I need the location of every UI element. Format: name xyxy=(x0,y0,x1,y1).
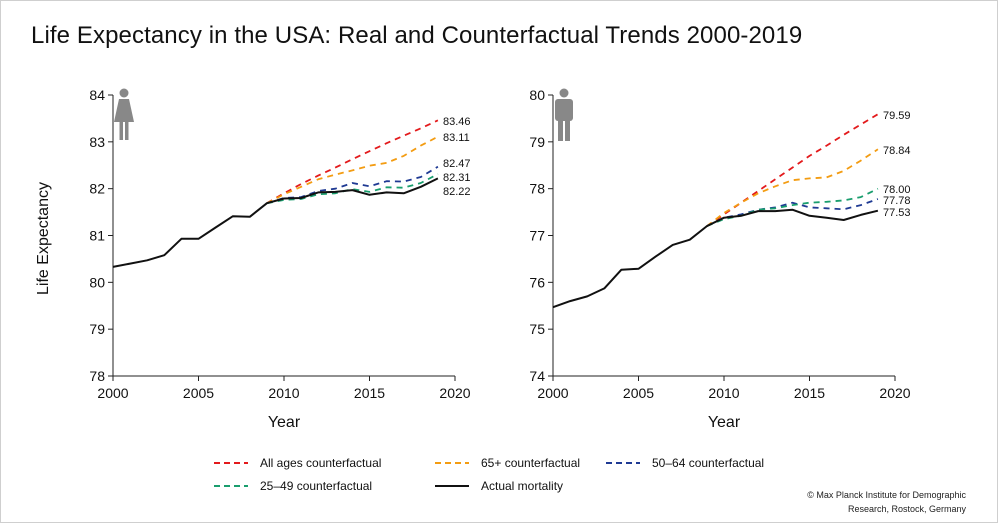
y-tick-label: 82 xyxy=(89,181,105,197)
y-tick-label: 74 xyxy=(529,368,545,384)
female-icon xyxy=(114,88,134,140)
end-label-age50_64: 77.78 xyxy=(883,195,911,207)
x-tick-label: 2000 xyxy=(537,385,568,401)
end-label-actual: 82.22 xyxy=(443,186,471,198)
icon-head xyxy=(559,88,569,98)
x-tick-label: 2020 xyxy=(879,385,910,401)
x-tick-label: 2000 xyxy=(97,385,128,401)
icon-torso xyxy=(555,99,573,121)
y-tick-label: 83 xyxy=(89,134,105,150)
series-line-age65plus xyxy=(266,135,439,204)
series-line-actual xyxy=(552,208,879,309)
icon-leg xyxy=(565,119,570,141)
x-tick-label: 2015 xyxy=(354,385,385,401)
male-icon xyxy=(555,88,573,141)
y-tick-label: 75 xyxy=(529,321,545,337)
y-tick-label: 77 xyxy=(529,228,545,244)
x-axis-title: Year xyxy=(708,414,741,431)
credit-text: © Max Planck Institute for Demographic R… xyxy=(766,488,966,516)
icon-dress xyxy=(114,99,134,122)
x-tick-label: 2010 xyxy=(268,385,299,401)
icon-leg xyxy=(119,122,123,140)
series-line-age65plus xyxy=(706,148,879,227)
end-label-age50_64: 82.47 xyxy=(443,158,471,170)
icon-leg xyxy=(125,122,129,140)
end-label-all_ages: 79.59 xyxy=(883,110,911,122)
credit-line-1: © Max Planck Institute for Demographic xyxy=(807,490,966,500)
end-label-actual: 77.53 xyxy=(883,207,911,219)
series-line-actual xyxy=(112,177,439,268)
x-tick-label: 2005 xyxy=(623,385,654,401)
y-tick-label: 80 xyxy=(89,274,105,290)
x-tick-label: 2015 xyxy=(794,385,825,401)
y-tick-label: 76 xyxy=(529,274,545,290)
series-line-age25_49 xyxy=(266,173,439,205)
panel-male: 74 75 76 77 78 79 80 2000 2005 2010 2015 2020 Year 77… xyxy=(529,87,910,431)
end-label-age25_49: 82.31 xyxy=(443,172,471,184)
credit-line-2: Research, Rostock, Germany xyxy=(847,504,966,514)
chart-title: Life Expectancy in the USA: Real and Cou… xyxy=(31,22,803,49)
y-axis-title: Life Expectancy xyxy=(35,182,52,295)
y-tick-label: 79 xyxy=(89,321,105,337)
y-tick-label: 79 xyxy=(529,134,545,150)
series-line-age25_49 xyxy=(706,187,879,227)
icon-leg xyxy=(558,119,563,141)
series-line-all_ages xyxy=(266,119,439,204)
series-line-age50_64 xyxy=(706,198,879,227)
x-tick-label: 2005 xyxy=(183,385,214,401)
x-tick-label: 2010 xyxy=(708,385,739,401)
end-label-all_ages: 83.46 xyxy=(443,116,471,128)
end-label-age65plus: 78.84 xyxy=(883,145,911,157)
y-tick-label: 78 xyxy=(89,368,105,384)
y-tick-label: 78 xyxy=(529,181,545,197)
y-tick-label: 80 xyxy=(529,87,545,103)
x-axis-title: Year xyxy=(268,414,301,431)
end-label-age65plus: 83.11 xyxy=(443,132,470,144)
panel-female: 78 79 80 81 82 83 84 2000 2005 2010 2015 2020 Year Li… xyxy=(35,87,471,431)
x-tick-label: 2020 xyxy=(439,385,470,401)
series-line-age50_64 xyxy=(266,165,439,205)
y-tick-label: 81 xyxy=(89,228,105,244)
y-tick-label: 84 xyxy=(89,87,105,103)
icon-head xyxy=(119,88,129,98)
end-label-age25_49: 78.00 xyxy=(883,184,911,196)
